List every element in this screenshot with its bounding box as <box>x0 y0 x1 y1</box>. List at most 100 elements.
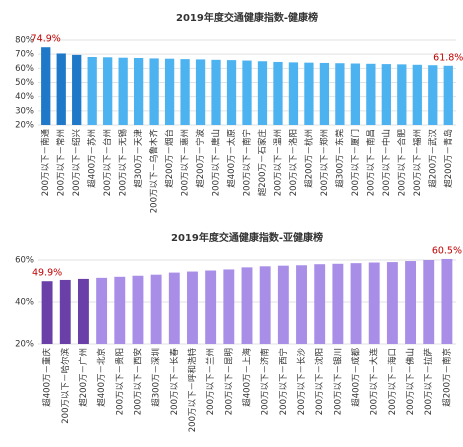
x-tick-label: 200万以下－贵阳 <box>114 348 125 415</box>
bar <box>103 57 113 125</box>
bar <box>195 59 206 125</box>
x-tick-label: 200万以下－南昌 <box>365 129 376 196</box>
x-tick-label: 200万以下－西宁 <box>278 348 289 415</box>
bar <box>133 57 144 125</box>
bar <box>87 57 97 125</box>
bar <box>118 57 128 126</box>
value-label: 74.9% <box>31 34 61 45</box>
bar <box>273 61 283 125</box>
bar <box>96 277 108 344</box>
x-tick-label: 超200万－石家庄 <box>257 129 268 197</box>
bar <box>368 262 380 344</box>
bar <box>288 62 299 125</box>
x-tick-label: 超400万－上海 <box>242 348 253 407</box>
y-tick-label: 30% <box>15 106 34 116</box>
x-tick-label: 200万以下－合肥 <box>396 129 407 197</box>
x-tick-label: 超400万－成都 <box>351 348 362 407</box>
y-tick-label: 60% <box>15 256 34 266</box>
x-tick-label: 200万以下－南通 <box>40 129 51 197</box>
y-tick-label: 40% <box>15 298 34 308</box>
bar <box>223 269 235 344</box>
y-tick-label: 70% <box>15 50 34 60</box>
y-tick-label: 50% <box>15 78 34 88</box>
x-tick-label: 超300万－东莞 <box>334 129 345 188</box>
x-tick-label: 200万以下－济南 <box>260 348 271 415</box>
bar <box>319 62 330 125</box>
bar <box>211 59 221 126</box>
x-tick-label: 超400万－北京 <box>96 348 107 407</box>
x-tick-label: 200万以下－大连 <box>369 348 380 416</box>
x-tick-label: 200万以下－洛阳 <box>288 129 299 196</box>
x-tick-label: 200万以下－长春 <box>169 348 180 416</box>
x-tick-label: 超400万－苏州 <box>87 129 98 188</box>
bar <box>59 279 71 344</box>
bar <box>226 60 237 125</box>
x-tick-label: 200万以下－南宁 <box>242 129 253 196</box>
bar <box>150 274 162 344</box>
bar <box>180 59 190 125</box>
y-tick-label: 20% <box>15 121 34 131</box>
x-tick-label: 200万以下－佛山 <box>405 348 416 415</box>
x-tick-label: 200万以下－无锡 <box>119 129 129 197</box>
bar <box>41 281 53 344</box>
bar <box>56 53 66 126</box>
x-tick-label: 超300万－天津 <box>133 129 144 188</box>
y-tick-label: 40% <box>15 92 34 102</box>
x-tick-label: 200万以下－温州 <box>272 129 283 196</box>
bar <box>332 263 344 344</box>
bar <box>187 271 198 344</box>
x-tick-label: 超200万－南京 <box>441 348 452 407</box>
value-label: 61.8% <box>433 52 463 63</box>
x-tick-label: 200万以下－常州 <box>56 129 67 196</box>
bar <box>205 270 217 344</box>
bar <box>259 266 271 344</box>
x-tick-label: 超400万－重庆 <box>42 348 53 407</box>
x-tick-label: 200万以下－郑州 <box>319 129 330 196</box>
x-tick-label: 超200万－青岛 <box>443 129 454 188</box>
x-tick-label: 200万以下－台州 <box>102 129 113 196</box>
bar <box>335 63 345 125</box>
bar <box>405 261 417 344</box>
y-tick-label: 20% <box>15 340 34 350</box>
bar <box>443 65 453 125</box>
bar <box>314 264 326 344</box>
bar <box>257 61 268 125</box>
chart-title: 2019年度交通健康指数-亚健康榜 <box>171 231 323 244</box>
chart-title: 2019年度交通健康指数-健康榜 <box>176 11 318 24</box>
x-tick-label: 200万以下－呼和浩特 <box>187 348 198 433</box>
bar <box>386 262 398 344</box>
y-tick-label: 60% <box>15 64 34 74</box>
x-tick-label: 200万以下－西安 <box>132 348 143 415</box>
value-label: 60.5% <box>432 245 462 256</box>
bar <box>132 275 144 344</box>
bar <box>381 64 391 125</box>
x-tick-label: 超400万－太原 <box>226 129 237 188</box>
bar <box>423 260 435 344</box>
x-tick-label: 200万以下－绍兴 <box>71 129 82 197</box>
bar <box>441 258 453 344</box>
bar <box>277 265 289 344</box>
bar <box>149 58 159 125</box>
x-tick-label: 超200万－广州 <box>78 348 89 407</box>
y-tick-label: 80% <box>15 36 34 46</box>
x-tick-label: 200万以下－拉萨 <box>423 348 434 416</box>
bar <box>164 58 175 126</box>
bar <box>366 63 376 125</box>
bar <box>412 64 422 125</box>
value-label: 49.9% <box>32 268 62 279</box>
x-tick-label: 超300万－深圳 <box>151 348 162 407</box>
bar <box>296 265 307 344</box>
x-tick-label: 200万以下－海口 <box>387 348 398 415</box>
x-tick-label: 200万以下－兰州 <box>205 348 216 415</box>
bar <box>242 60 252 125</box>
x-tick-label: 200万以下－唐山 <box>211 129 222 196</box>
bar <box>350 63 361 125</box>
x-tick-label: 超200万－烟台 <box>164 129 175 188</box>
x-tick-label: 200万以下－惠州 <box>180 129 191 196</box>
bar <box>397 64 407 125</box>
x-tick-label: 200万以下－银川 <box>332 348 343 415</box>
x-tick-label: 200万以下－厦门 <box>350 129 361 196</box>
bar <box>241 267 253 344</box>
x-tick-label: 200万以下－沈阳 <box>314 348 325 415</box>
